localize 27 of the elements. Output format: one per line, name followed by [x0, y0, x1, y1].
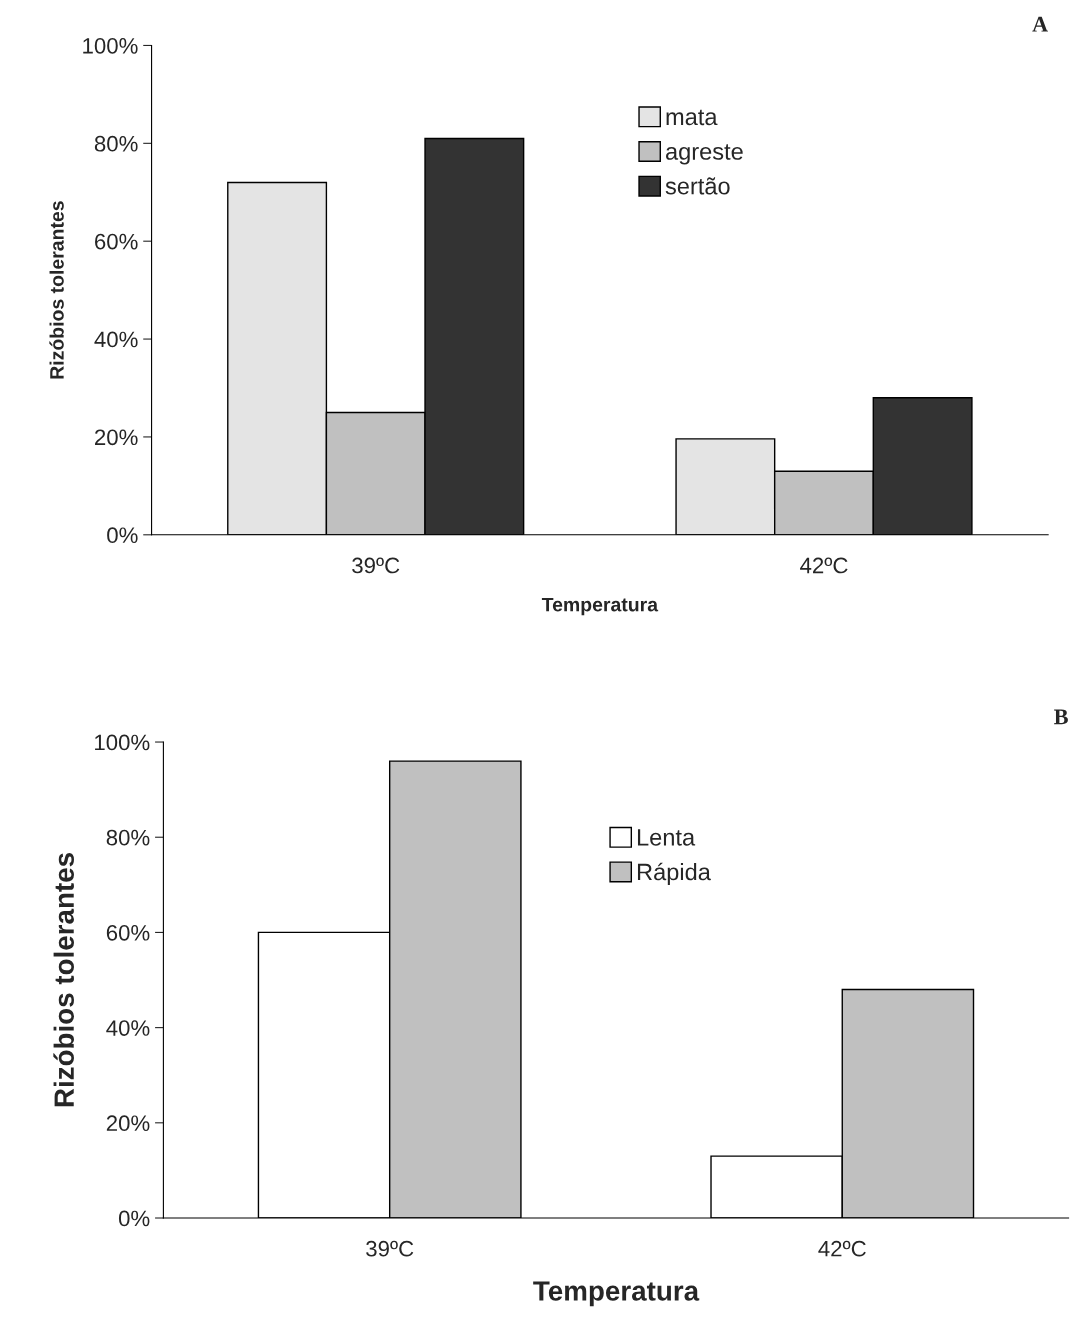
legend-label: sertão	[665, 177, 730, 195]
y-axis-title: Rizóbios tolerantes	[53, 853, 74, 1107]
text: A	[1032, 16, 1048, 32]
legend-label: mata	[666, 109, 718, 126]
y-tick-label: 40%	[106, 1020, 150, 1036]
text: B	[1054, 709, 1068, 725]
legend-label: Rápida	[637, 862, 711, 886]
x-tick-label: 42ºC	[818, 1240, 866, 1257]
legend-label: Lenta	[637, 829, 696, 846]
y-tick-label: 20%	[106, 1115, 150, 1132]
y-tick-label: 20%	[95, 429, 138, 446]
y-tick-label: 100%	[95, 734, 150, 751]
x-tick-label: 39ºC	[366, 1240, 414, 1257]
y-tick-label: 80%	[106, 829, 150, 846]
x-tick-label: 42ºC	[800, 557, 848, 574]
y-tick-label: 80%	[94, 135, 138, 152]
x-axis-title: Temperatura	[533, 1281, 700, 1307]
y-tick-label: 60%	[95, 233, 138, 250]
y-tick-label: 40%	[94, 331, 138, 348]
y-tick-label: 0%	[118, 1210, 150, 1227]
x-axis-title: Temperatura	[541, 597, 659, 616]
x-tick-label: 39ºC	[352, 557, 400, 574]
legend-label: agreste	[666, 144, 743, 165]
y-tick-label: 100%	[83, 37, 138, 54]
y-tick-label: 60%	[106, 924, 150, 941]
y-tick-label: 0%	[107, 527, 138, 544]
y-axis-title: Rizóbios tolerantes	[49, 201, 64, 379]
